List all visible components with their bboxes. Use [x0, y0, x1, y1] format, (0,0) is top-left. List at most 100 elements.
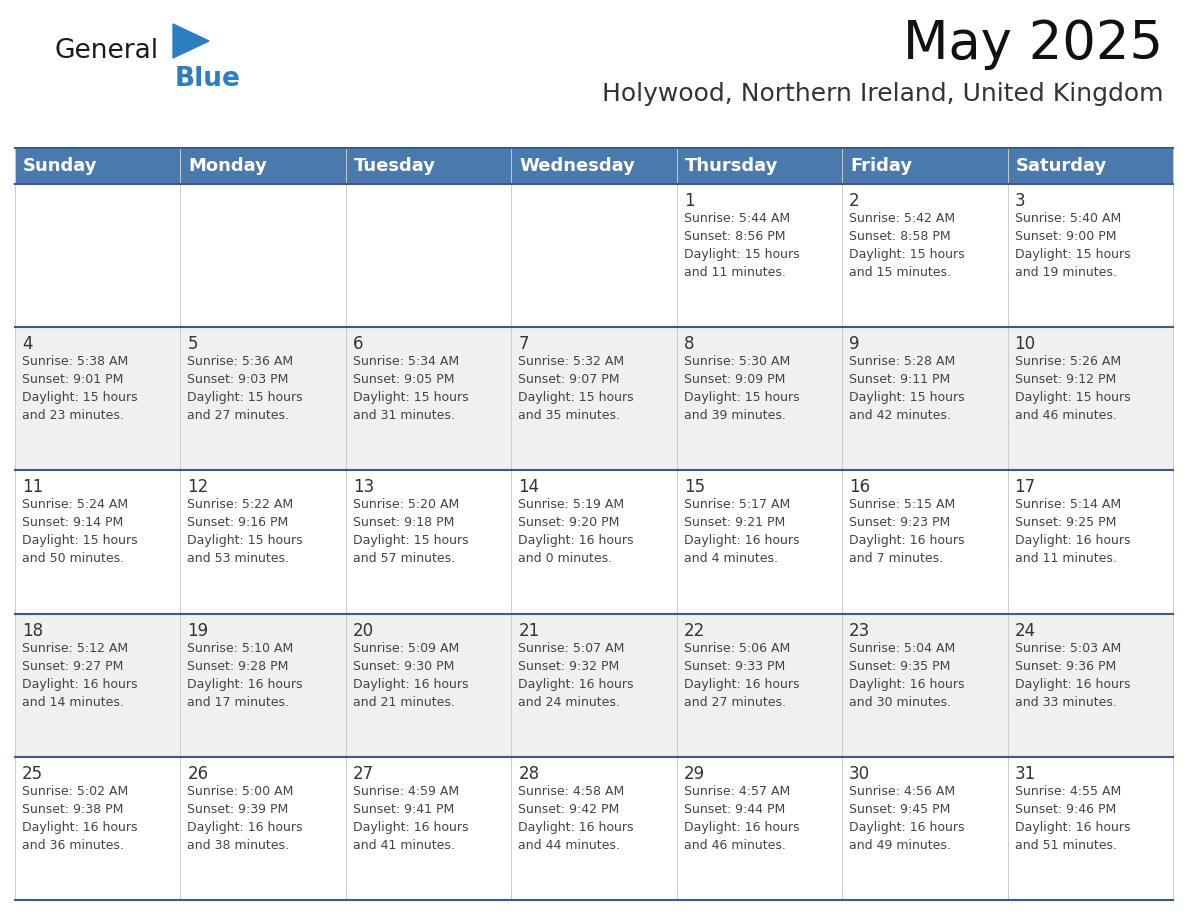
Text: Sunrise: 5:20 AM
Sunset: 9:18 PM
Daylight: 15 hours
and 57 minutes.: Sunrise: 5:20 AM Sunset: 9:18 PM Dayligh… — [353, 498, 468, 565]
Bar — [181, 327, 346, 470]
Text: Saturday: Saturday — [1016, 157, 1107, 175]
Text: Sunrise: 5:06 AM
Sunset: 9:33 PM
Daylight: 16 hours
and 27 minutes.: Sunrise: 5:06 AM Sunset: 9:33 PM Dayligh… — [684, 642, 800, 709]
Text: Sunrise: 5:30 AM
Sunset: 9:09 PM
Daylight: 15 hours
and 39 minutes.: Sunrise: 5:30 AM Sunset: 9:09 PM Dayligh… — [684, 355, 800, 422]
Text: Tuesday: Tuesday — [354, 157, 436, 175]
Bar — [677, 184, 842, 327]
Text: Sunrise: 5:04 AM
Sunset: 9:35 PM
Daylight: 16 hours
and 30 minutes.: Sunrise: 5:04 AM Sunset: 9:35 PM Dayligh… — [849, 642, 965, 709]
Text: 25: 25 — [23, 765, 43, 783]
Text: 7: 7 — [518, 335, 529, 353]
Text: 28: 28 — [518, 765, 539, 783]
Bar — [346, 148, 511, 184]
Bar — [346, 756, 511, 900]
Text: 18: 18 — [23, 621, 43, 640]
Text: 15: 15 — [684, 478, 704, 497]
Text: Sunrise: 5:09 AM
Sunset: 9:30 PM
Daylight: 16 hours
and 21 minutes.: Sunrise: 5:09 AM Sunset: 9:30 PM Dayligh… — [353, 642, 468, 709]
Text: Sunrise: 5:15 AM
Sunset: 9:23 PM
Daylight: 16 hours
and 7 minutes.: Sunrise: 5:15 AM Sunset: 9:23 PM Dayligh… — [849, 498, 965, 565]
Text: Sunrise: 5:03 AM
Sunset: 9:36 PM
Daylight: 16 hours
and 33 minutes.: Sunrise: 5:03 AM Sunset: 9:36 PM Dayligh… — [1015, 642, 1130, 709]
Polygon shape — [173, 24, 209, 58]
Bar — [15, 613, 181, 756]
Text: Sunrise: 5:44 AM
Sunset: 8:56 PM
Daylight: 15 hours
and 11 minutes.: Sunrise: 5:44 AM Sunset: 8:56 PM Dayligh… — [684, 212, 800, 279]
Text: 2: 2 — [849, 192, 860, 210]
Text: 6: 6 — [353, 335, 364, 353]
Bar — [677, 148, 842, 184]
Text: Sunrise: 4:57 AM
Sunset: 9:44 PM
Daylight: 16 hours
and 46 minutes.: Sunrise: 4:57 AM Sunset: 9:44 PM Dayligh… — [684, 785, 800, 852]
Text: Sunrise: 4:55 AM
Sunset: 9:46 PM
Daylight: 16 hours
and 51 minutes.: Sunrise: 4:55 AM Sunset: 9:46 PM Dayligh… — [1015, 785, 1130, 852]
Text: 3: 3 — [1015, 192, 1025, 210]
Text: Sunrise: 5:40 AM
Sunset: 9:00 PM
Daylight: 15 hours
and 19 minutes.: Sunrise: 5:40 AM Sunset: 9:00 PM Dayligh… — [1015, 212, 1130, 279]
Text: 11: 11 — [23, 478, 43, 497]
Text: 14: 14 — [518, 478, 539, 497]
Text: 8: 8 — [684, 335, 694, 353]
Bar — [511, 470, 677, 613]
Text: Sunrise: 4:56 AM
Sunset: 9:45 PM
Daylight: 16 hours
and 49 minutes.: Sunrise: 4:56 AM Sunset: 9:45 PM Dayligh… — [849, 785, 965, 852]
Text: Sunrise: 5:12 AM
Sunset: 9:27 PM
Daylight: 16 hours
and 14 minutes.: Sunrise: 5:12 AM Sunset: 9:27 PM Dayligh… — [23, 642, 138, 709]
Text: 19: 19 — [188, 621, 209, 640]
Bar — [346, 327, 511, 470]
Text: 20: 20 — [353, 621, 374, 640]
Bar — [842, 184, 1007, 327]
Text: Sunrise: 5:24 AM
Sunset: 9:14 PM
Daylight: 15 hours
and 50 minutes.: Sunrise: 5:24 AM Sunset: 9:14 PM Dayligh… — [23, 498, 138, 565]
Text: 5: 5 — [188, 335, 198, 353]
Text: Sunrise: 5:32 AM
Sunset: 9:07 PM
Daylight: 15 hours
and 35 minutes.: Sunrise: 5:32 AM Sunset: 9:07 PM Dayligh… — [518, 355, 634, 422]
Bar — [15, 327, 181, 470]
Bar — [15, 184, 181, 327]
Text: 9: 9 — [849, 335, 860, 353]
Text: 4: 4 — [23, 335, 32, 353]
Text: 31: 31 — [1015, 765, 1036, 783]
Text: Sunrise: 4:58 AM
Sunset: 9:42 PM
Daylight: 16 hours
and 44 minutes.: Sunrise: 4:58 AM Sunset: 9:42 PM Dayligh… — [518, 785, 633, 852]
Bar — [842, 756, 1007, 900]
Text: 13: 13 — [353, 478, 374, 497]
Text: Sunrise: 5:42 AM
Sunset: 8:58 PM
Daylight: 15 hours
and 15 minutes.: Sunrise: 5:42 AM Sunset: 8:58 PM Dayligh… — [849, 212, 965, 279]
Text: Friday: Friday — [851, 157, 912, 175]
Bar — [677, 613, 842, 756]
Text: Sunrise: 5:14 AM
Sunset: 9:25 PM
Daylight: 16 hours
and 11 minutes.: Sunrise: 5:14 AM Sunset: 9:25 PM Dayligh… — [1015, 498, 1130, 565]
Text: Sunrise: 5:26 AM
Sunset: 9:12 PM
Daylight: 15 hours
and 46 minutes.: Sunrise: 5:26 AM Sunset: 9:12 PM Dayligh… — [1015, 355, 1130, 422]
Bar — [346, 613, 511, 756]
Bar — [511, 184, 677, 327]
Text: Sunrise: 5:00 AM
Sunset: 9:39 PM
Daylight: 16 hours
and 38 minutes.: Sunrise: 5:00 AM Sunset: 9:39 PM Dayligh… — [188, 785, 303, 852]
Text: 22: 22 — [684, 621, 704, 640]
Text: May 2025: May 2025 — [903, 18, 1163, 70]
Bar — [346, 470, 511, 613]
Text: Thursday: Thursday — [684, 157, 778, 175]
Text: 27: 27 — [353, 765, 374, 783]
Bar — [181, 184, 346, 327]
Text: Sunrise: 5:36 AM
Sunset: 9:03 PM
Daylight: 15 hours
and 27 minutes.: Sunrise: 5:36 AM Sunset: 9:03 PM Dayligh… — [188, 355, 303, 422]
Bar — [511, 613, 677, 756]
Text: Sunrise: 5:07 AM
Sunset: 9:32 PM
Daylight: 16 hours
and 24 minutes.: Sunrise: 5:07 AM Sunset: 9:32 PM Dayligh… — [518, 642, 633, 709]
Bar — [511, 327, 677, 470]
Text: 17: 17 — [1015, 478, 1036, 497]
Bar — [181, 756, 346, 900]
Text: Sunrise: 5:02 AM
Sunset: 9:38 PM
Daylight: 16 hours
and 36 minutes.: Sunrise: 5:02 AM Sunset: 9:38 PM Dayligh… — [23, 785, 138, 852]
Text: 10: 10 — [1015, 335, 1036, 353]
Text: 21: 21 — [518, 621, 539, 640]
Text: Sunrise: 5:22 AM
Sunset: 9:16 PM
Daylight: 15 hours
and 53 minutes.: Sunrise: 5:22 AM Sunset: 9:16 PM Dayligh… — [188, 498, 303, 565]
Text: Sunrise: 5:19 AM
Sunset: 9:20 PM
Daylight: 16 hours
and 0 minutes.: Sunrise: 5:19 AM Sunset: 9:20 PM Dayligh… — [518, 498, 633, 565]
Text: Wednesday: Wednesday — [519, 157, 636, 175]
Bar — [677, 756, 842, 900]
Bar — [842, 613, 1007, 756]
Bar — [346, 184, 511, 327]
Text: Monday: Monday — [189, 157, 267, 175]
Bar — [181, 470, 346, 613]
Bar — [1007, 148, 1173, 184]
Text: 30: 30 — [849, 765, 871, 783]
Bar — [842, 148, 1007, 184]
Bar — [511, 756, 677, 900]
Text: Sunrise: 5:38 AM
Sunset: 9:01 PM
Daylight: 15 hours
and 23 minutes.: Sunrise: 5:38 AM Sunset: 9:01 PM Dayligh… — [23, 355, 138, 422]
Text: 23: 23 — [849, 621, 871, 640]
Text: Blue: Blue — [175, 66, 241, 92]
Text: 16: 16 — [849, 478, 871, 497]
Bar — [1007, 756, 1173, 900]
Bar — [15, 470, 181, 613]
Bar — [181, 613, 346, 756]
Text: 29: 29 — [684, 765, 704, 783]
Bar — [1007, 184, 1173, 327]
Text: Sunday: Sunday — [23, 157, 97, 175]
Bar — [1007, 470, 1173, 613]
Text: 26: 26 — [188, 765, 209, 783]
Text: 1: 1 — [684, 192, 694, 210]
Text: Sunrise: 5:10 AM
Sunset: 9:28 PM
Daylight: 16 hours
and 17 minutes.: Sunrise: 5:10 AM Sunset: 9:28 PM Dayligh… — [188, 642, 303, 709]
Text: Sunrise: 5:34 AM
Sunset: 9:05 PM
Daylight: 15 hours
and 31 minutes.: Sunrise: 5:34 AM Sunset: 9:05 PM Dayligh… — [353, 355, 468, 422]
Bar — [677, 470, 842, 613]
